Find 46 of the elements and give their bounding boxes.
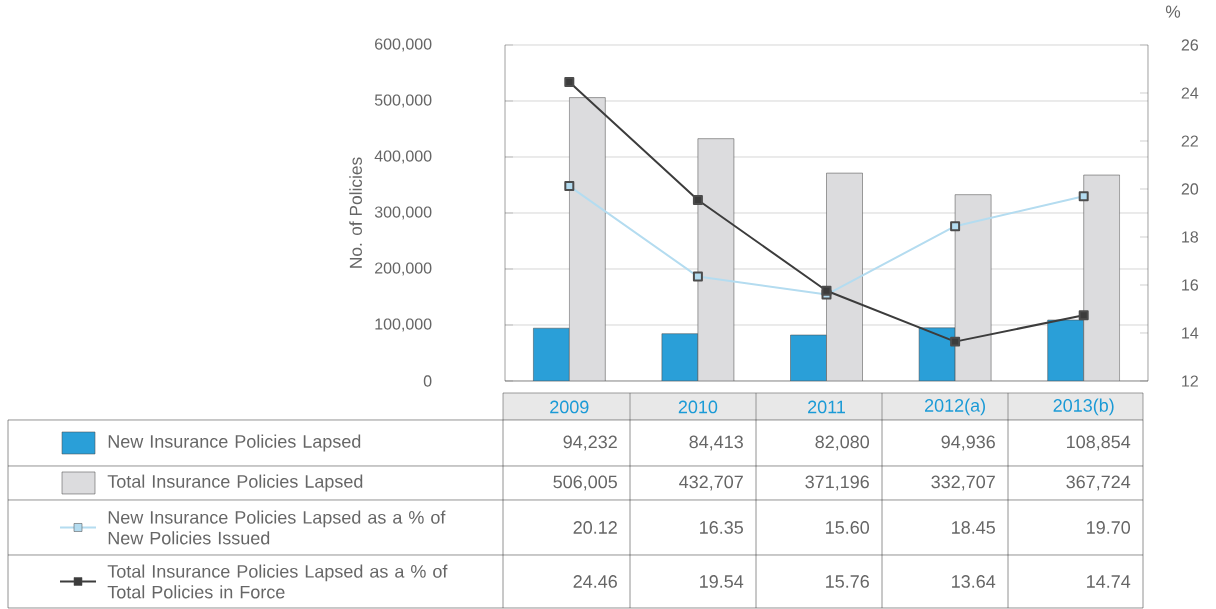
y2-tick-label: 26	[1181, 39, 1199, 51]
data-label: 108,854	[1067, 435, 1131, 451]
y-tick-label: 600,000	[375, 38, 432, 52]
data-label: 18.45	[952, 521, 995, 534]
y2-tick-label: 22	[1181, 135, 1198, 147]
data-label: 24.46	[573, 575, 617, 588]
data-label: 20.12	[573, 521, 617, 534]
data-label: 367,724	[1066, 475, 1131, 491]
x-tick-label: 2009	[550, 400, 589, 414]
x-tick-label: 2011	[808, 400, 845, 414]
y2-tick-label: 12	[1182, 375, 1198, 387]
y-tick-label: 200,000	[375, 262, 432, 276]
data-label: 19.54	[700, 575, 744, 588]
data-label: 15.60	[826, 521, 870, 534]
y-axis-title: No. of Policies	[349, 157, 362, 268]
y-tick-label: 0	[423, 375, 432, 387]
legend-label: Total Insurance Policies Lapsed as a % of Total Policies in Force	[107, 564, 448, 599]
data-label: 13.64	[952, 575, 996, 588]
y-tick-label: 100,000	[375, 318, 432, 332]
y-tick-label: 500,000	[374, 94, 432, 108]
data-label: 506,005	[553, 475, 617, 491]
y2-tick-label: 16	[1182, 279, 1199, 291]
data-label: 94,936	[941, 435, 995, 451]
y2-axis-title: %	[1165, 5, 1181, 18]
data-label: 14.74	[1087, 575, 1131, 588]
data-label: 432,707	[679, 475, 743, 491]
x-tick-label: 2012(a)	[924, 398, 985, 416]
data-label: 94,232	[563, 435, 617, 451]
data-label: 15.76	[826, 575, 869, 588]
data-label: 19.70	[1087, 521, 1131, 534]
y2-tick-label: 18	[1182, 231, 1199, 243]
y-tick-label: 400,000	[374, 150, 432, 164]
data-label: 371,196	[805, 475, 869, 491]
y2-tick-label: 20	[1181, 183, 1199, 195]
data-label: 332,707	[931, 475, 995, 491]
x-tick-label: 2013(b)	[1053, 398, 1114, 416]
y2-tick-label: 24	[1181, 87, 1199, 99]
legend-label: New Insurance Policies Lapsed	[108, 434, 361, 452]
legend-label: Total Insurance Policies Lapsed	[107, 474, 363, 492]
y2-tick-label: 14	[1182, 327, 1199, 339]
data-label: 16.35	[700, 521, 743, 534]
data-label: 82,080	[815, 435, 870, 451]
legend-label: New Insurance Policies Lapsed as a % of New Policies Issued	[108, 510, 446, 545]
x-tick-label: 2010	[678, 400, 718, 414]
y-tick-label: 300,000	[374, 206, 432, 220]
data-label: 84,413	[689, 435, 743, 451]
